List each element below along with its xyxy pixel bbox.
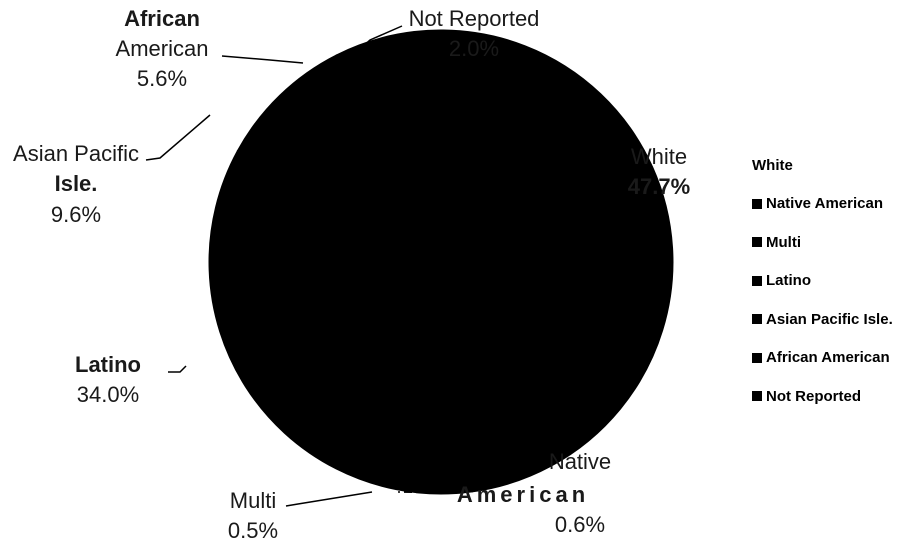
legend-item-native-american: Native American: [752, 185, 918, 224]
label-multi-name: Multi: [230, 488, 276, 513]
legend: White Native American Multi Latino Asian…: [752, 146, 918, 416]
legend-item-multi: Multi: [752, 223, 918, 262]
leader-white: [587, 192, 627, 259]
legend-swatch: [752, 352, 762, 363]
legend-item-african-american: African American: [752, 339, 918, 378]
legend-swatch: [752, 237, 762, 248]
legend-swatch: [752, 391, 762, 402]
pie-slice-not-reported: [413, 29, 444, 263]
leader-african-american: [221, 55, 304, 64]
label-not-reported-name: Not Reported: [409, 6, 540, 31]
leader-native-american: [397, 491, 449, 494]
label-african-american-value: 5.6%: [137, 66, 187, 91]
legend-item-asian-pacific: Asian Pacific Isle.: [752, 300, 918, 339]
pie-slices: [208, 29, 674, 495]
label-asian-pacific-name: Asian Pacific: [13, 141, 139, 166]
leader-multi: [285, 491, 373, 507]
label-native-american-name-line2: American: [457, 482, 589, 507]
legend-label-white: White: [752, 156, 793, 174]
legend-item-not-reported: Not Reported: [752, 377, 918, 416]
legend-label-asian-pacific: Asian Pacific Isle.: [766, 310, 893, 328]
label-african-american-name: African: [124, 6, 200, 31]
label-multi-value: 0.5%: [228, 518, 278, 543]
legend-label-latino: Latino: [766, 272, 811, 290]
legend-swatch: [752, 198, 762, 209]
leader-latino: [168, 365, 187, 373]
label-latino-name: Latino: [75, 352, 141, 377]
legend-label-not-reported: Not Reported: [766, 387, 861, 405]
leader-not-reported: [352, 25, 403, 56]
label-african-american-name-line2: American: [116, 36, 209, 61]
legend-item-white: White: [752, 146, 918, 185]
leader-asian-pacific: [145, 114, 211, 161]
label-native-american-value: 0.6%: [555, 512, 605, 537]
label-white-name: White: [631, 144, 687, 169]
legend-label-native-american: Native American: [766, 195, 883, 213]
label-latino-value: 34.0%: [77, 382, 139, 407]
legend-item-latino: Latino: [752, 262, 918, 301]
legend-swatch: [752, 314, 762, 325]
label-asian-pacific-name-line2: Isle.: [55, 171, 98, 196]
label-asian-pacific-value: 9.6%: [51, 202, 101, 227]
label-native-american-name: Native: [549, 449, 611, 474]
label-white-value: 47.7%: [628, 174, 690, 199]
leader-lines: [145, 25, 627, 507]
pie-slice-asian-pacific-isle: [236, 54, 443, 264]
legend-swatch: [752, 275, 762, 286]
legend-label-multi: Multi: [766, 233, 801, 251]
legend-label-african-american: African American: [766, 349, 890, 367]
label-not-reported-value: 2.0%: [449, 36, 499, 61]
pie-slice-white: [440, 29, 674, 493]
